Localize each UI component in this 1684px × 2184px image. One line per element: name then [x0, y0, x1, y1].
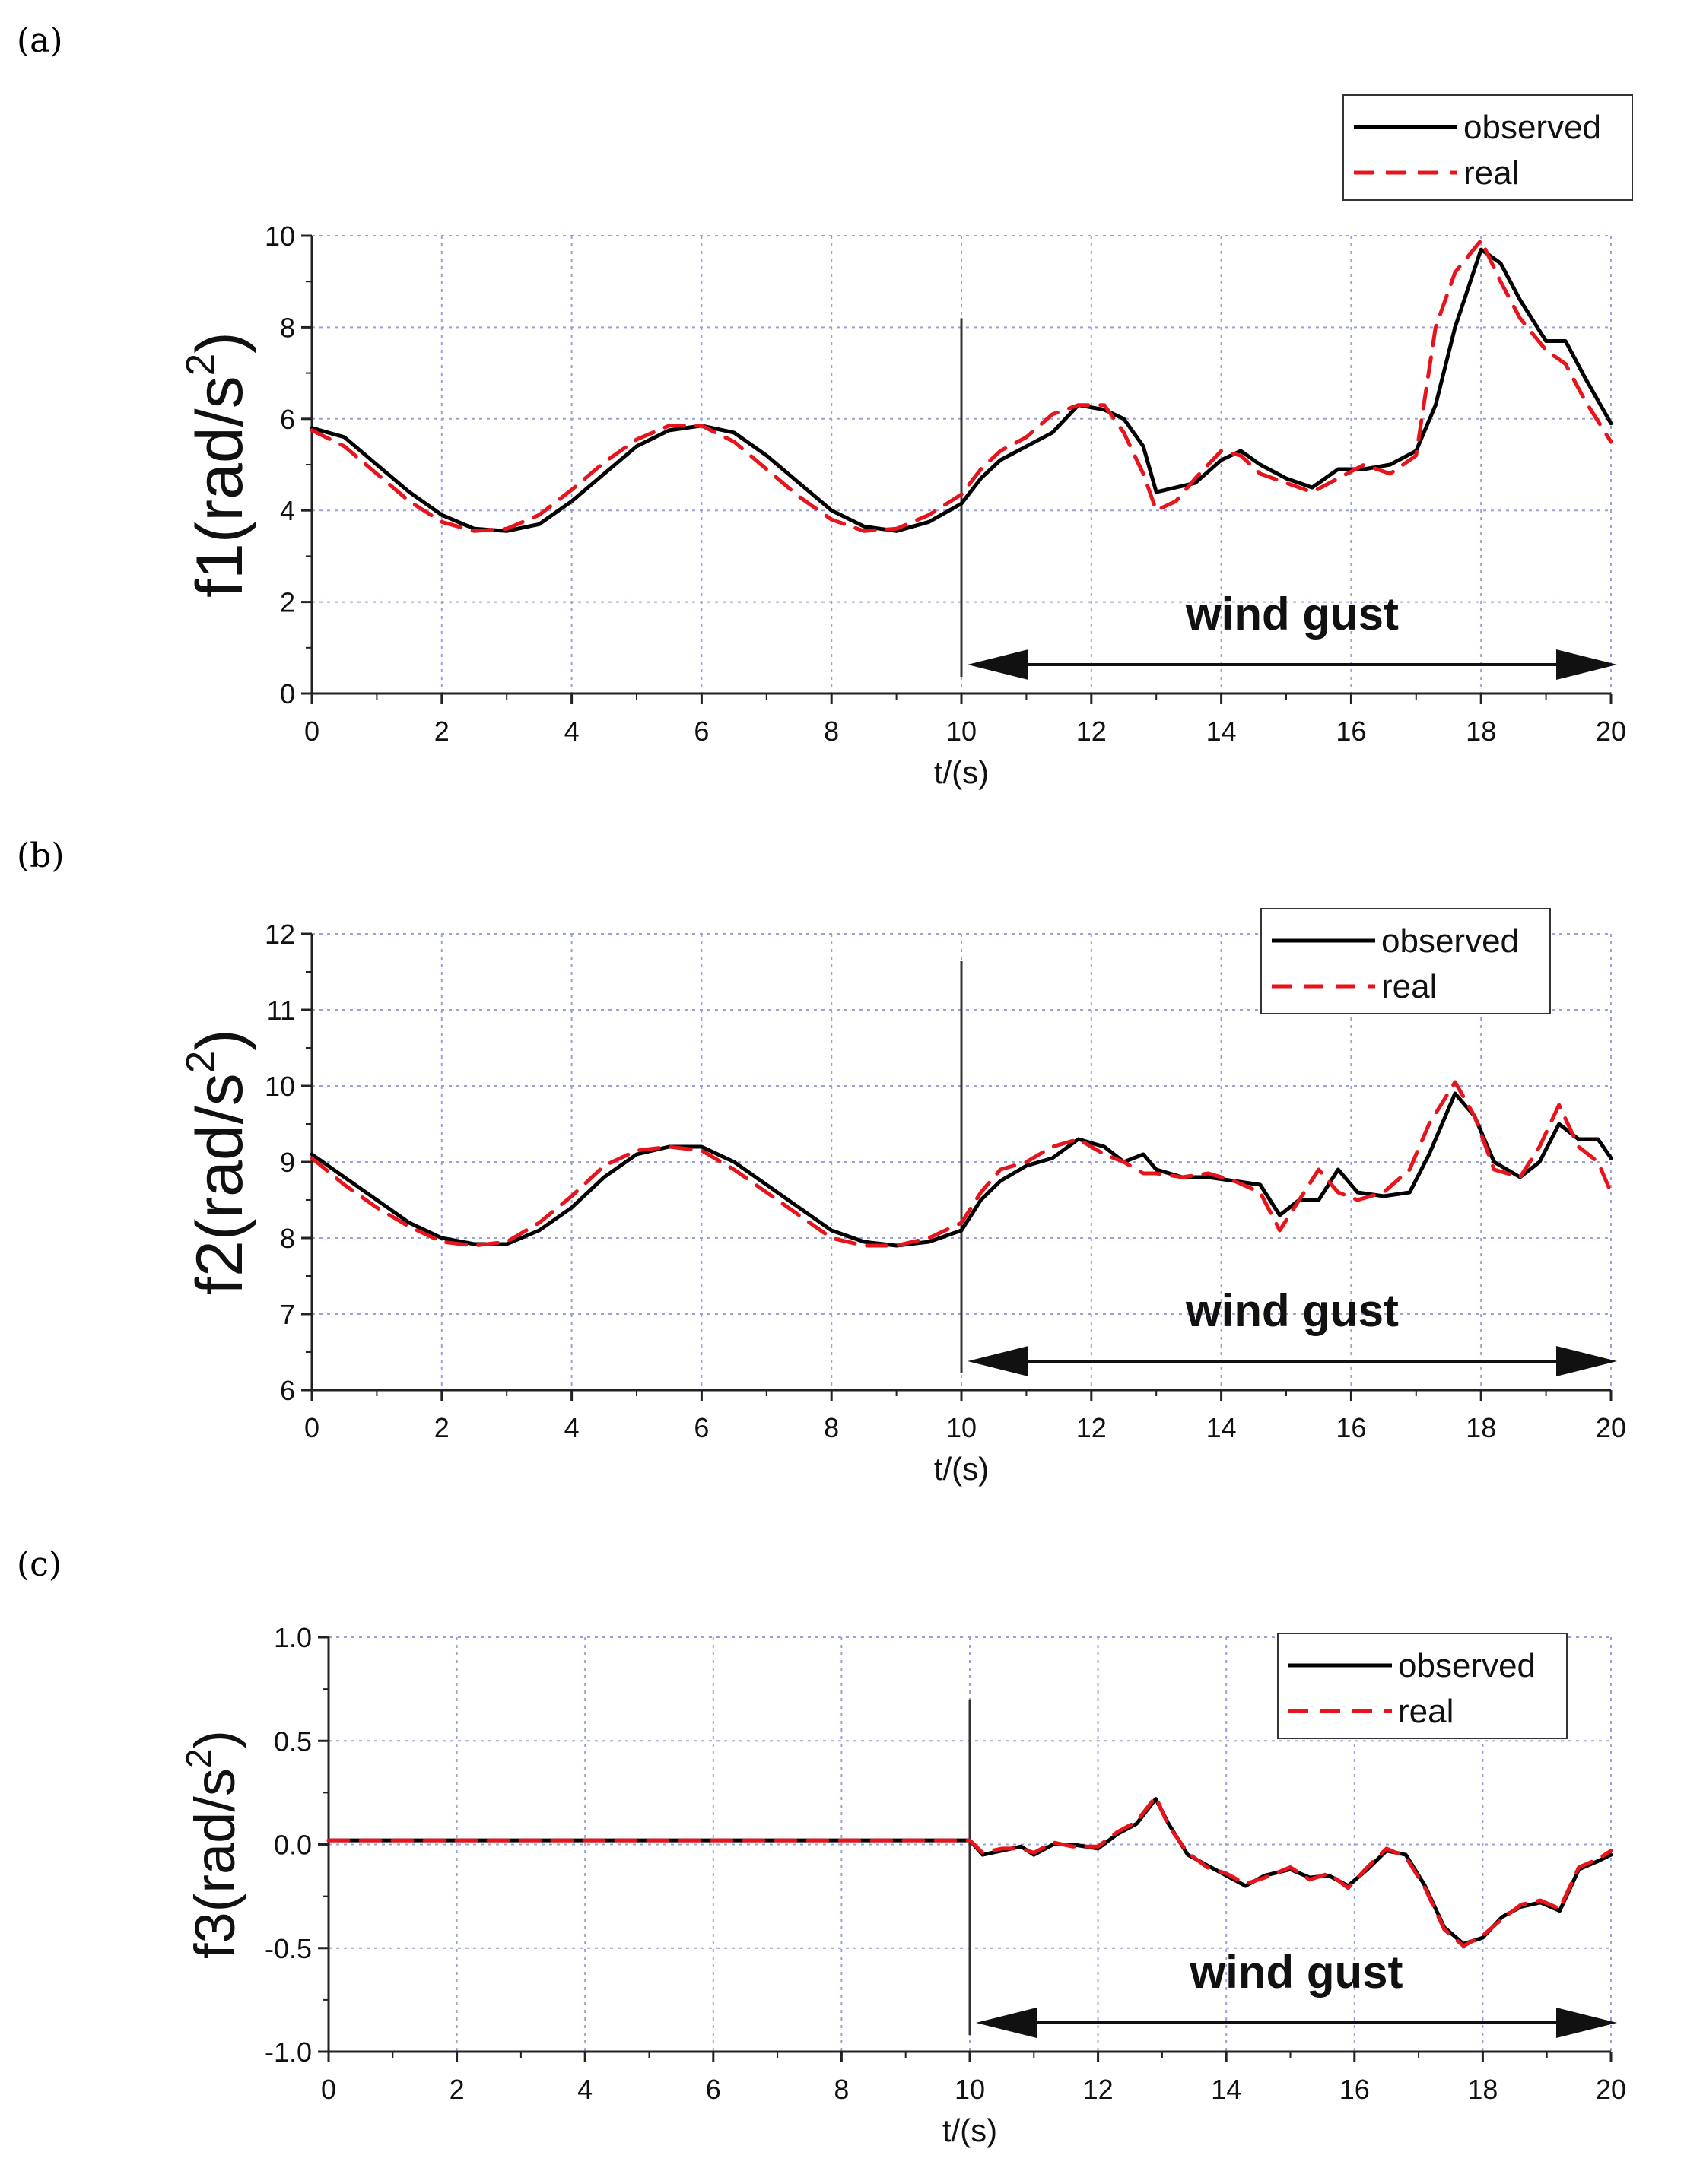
y-tick-label: 9 [280, 1147, 295, 1178]
x-tick-label: 16 [1336, 716, 1366, 747]
x-tick-label: 14 [1211, 2074, 1241, 2105]
gust-arrow-right-head [1556, 649, 1617, 680]
x-tick-label: 2 [450, 2074, 465, 2105]
panel-label: (c) [17, 1545, 62, 1584]
legend-label-observed: observed [1463, 109, 1601, 146]
y-tick-label: 2 [280, 587, 295, 618]
x-tick-label: 6 [694, 716, 709, 747]
wind-gust-label: wind gust [1190, 1947, 1403, 1998]
x-tick-label: 18 [1466, 716, 1496, 747]
x-tick-label: 18 [1467, 2074, 1498, 2105]
x-tick-label: 4 [577, 2074, 593, 2105]
legend-label-real: real [1398, 1693, 1454, 1730]
series-line-observed [310, 1091, 1613, 1248]
gust-arrow-right-head [1556, 1346, 1617, 1376]
y-axis-title-base: f2(rad/s [183, 1073, 256, 1295]
x-tick-label: 12 [1083, 2074, 1114, 2105]
x-tick-label: 20 [1596, 716, 1626, 747]
y-tick-label: 0.5 [274, 1725, 312, 1757]
x-tick-label: 12 [1076, 1412, 1107, 1443]
x-tick-label: 20 [1596, 2074, 1626, 2105]
y-tick-label: 6 [280, 404, 295, 435]
legend-label-real: real [1381, 968, 1437, 1005]
x-tick-label: 8 [824, 716, 839, 747]
y-tick-label: 10 [265, 1071, 295, 1102]
y-axis-title-superscript: 2 [179, 1749, 218, 1769]
y-tick-label: 1.0 [274, 1622, 312, 1653]
wind-gust-label: wind gust [1185, 1285, 1399, 1336]
x-tick-label: 4 [564, 1412, 580, 1443]
wind-gust-label: wind gust [1185, 589, 1399, 640]
x-tick-label: 0 [304, 1412, 319, 1443]
y-axis-title-close: ) [183, 332, 256, 354]
x-tick-label: 0 [304, 716, 319, 747]
legend-label-observed: observed [1381, 922, 1519, 960]
legend: observed real [1342, 94, 1633, 201]
panel-label: (b) [17, 836, 65, 875]
x-tick-label: 6 [706, 2074, 721, 2105]
y-tick-label: 7 [280, 1299, 295, 1330]
panel-label: (a) [17, 21, 63, 60]
x-tick-label: 10 [946, 1412, 977, 1443]
series-line-real [326, 1795, 1613, 1948]
y-axis-title-close: ) [183, 1029, 256, 1051]
chart-panel-3: (c) 0 2 4 6 8 10 12 14 16 18 20 -1.0 -0.5 0.0 0.5 1.0 t/(… [17, 1545, 1626, 2148]
legend-box [1260, 908, 1551, 1014]
gust-arrow-left-head [968, 1346, 1028, 1376]
gust-arrow-right-head [1556, 2008, 1617, 2038]
x-tick-label: 12 [1076, 716, 1107, 747]
x-tick-label: 16 [1339, 2074, 1370, 2105]
legend: observed real [1277, 1633, 1568, 1739]
y-axis-title: f3(rad/s2) [179, 1730, 246, 1959]
x-tick-label: 18 [1466, 1412, 1496, 1443]
y-tick-label: 0 [280, 678, 295, 709]
y-tick-label: 6 [280, 1375, 295, 1406]
legend: observed real [1260, 908, 1551, 1014]
x-tick-label: 10 [955, 2074, 985, 2105]
x-tick-label: 6 [694, 1412, 709, 1443]
series-line-real [310, 1080, 1613, 1248]
y-axis-title: f2(rad/s2) [179, 1029, 256, 1295]
y-tick-label: 8 [280, 312, 295, 343]
y-axis-title: f1(rad/s2) [179, 332, 256, 598]
chart-panel-2: (b) 0 2 4 6 8 10 12 14 16 18 20 6 7 8 9 10 11 12 t/(s) f2(ra… [17, 836, 1626, 1487]
y-tick-label: 8 [280, 1223, 295, 1254]
x-tick-label: 8 [834, 2074, 849, 2105]
legend-box [1277, 1633, 1568, 1739]
y-axis-title-superscript: 2 [179, 354, 224, 376]
y-tick-label: 4 [280, 495, 295, 526]
y-tick-label: -1.0 [265, 2036, 312, 2068]
x-tick-label: 20 [1596, 1412, 1626, 1443]
y-tick-label: 0.0 [274, 1830, 312, 1861]
x-axis-title: t/(s) [942, 2113, 997, 2148]
y-axis-title-base: f3(rad/s [183, 1768, 246, 1959]
y-tick-label: 12 [265, 919, 295, 950]
x-tick-label: 2 [434, 716, 450, 747]
x-tick-label: 4 [564, 716, 580, 747]
gust-arrow-left-head [976, 2008, 1037, 2038]
y-tick-label: 10 [265, 221, 295, 252]
x-tick-label: 14 [1206, 1412, 1237, 1443]
gust-arrow-left-head [968, 649, 1028, 680]
legend-label-real: real [1463, 154, 1519, 192]
legend-box [1342, 94, 1633, 201]
x-axis-title: t/(s) [934, 1451, 989, 1487]
y-axis-title-base: f1(rad/s [183, 376, 256, 598]
chart-panel-1: (a) 0 2 4 6 8 10 12 14 16 18 20 0 2 4 6 8 10 t/(s) f1(rad/s… [17, 21, 1633, 790]
x-tick-label: 8 [824, 1412, 839, 1443]
x-tick-label: 14 [1206, 716, 1237, 747]
y-tick-label: -0.5 [265, 1933, 312, 1964]
x-tick-label: 0 [321, 2074, 336, 2105]
y-tick-label: 11 [267, 995, 295, 1026]
x-axis-title: t/(s) [934, 754, 989, 790]
y-axis-title-close: ) [183, 1730, 246, 1749]
x-tick-label: 16 [1336, 1412, 1366, 1443]
x-tick-label: 10 [946, 716, 977, 747]
x-tick-label: 2 [434, 1412, 450, 1443]
legend-label-observed: observed [1398, 1647, 1536, 1684]
y-axis-title-superscript: 2 [179, 1051, 224, 1074]
series-line-observed [310, 247, 1613, 533]
